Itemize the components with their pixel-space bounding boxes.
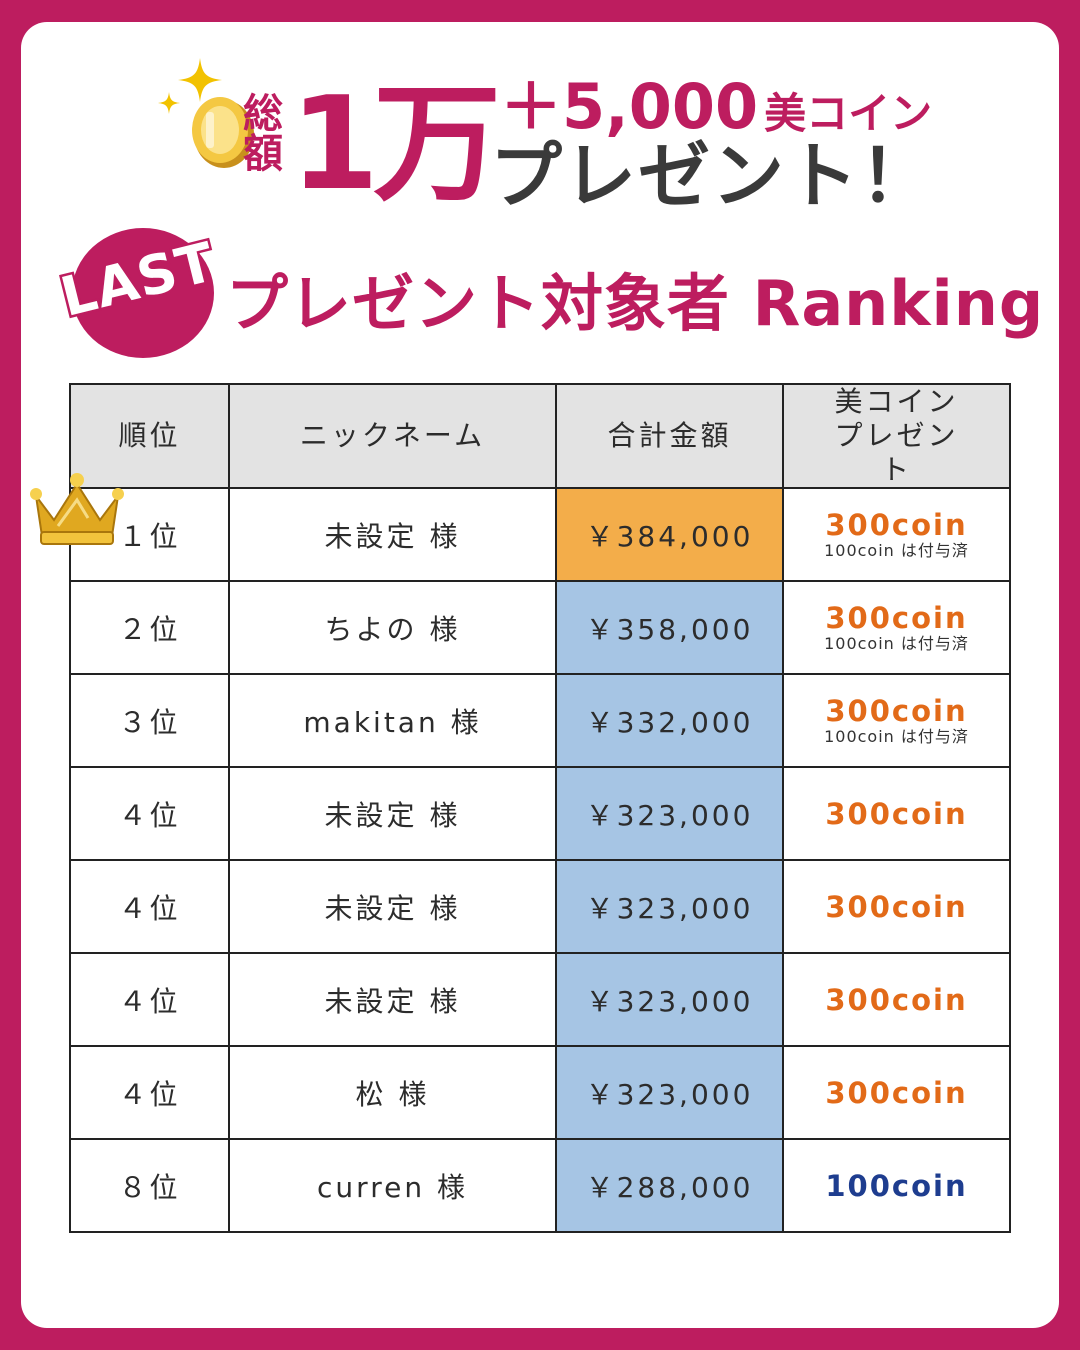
table-row: ４位 未設定 様 ￥323,000 300coin <box>69 952 1011 1047</box>
coin-value: 300coin <box>825 796 968 831</box>
present-text: プレゼント！ <box>490 134 935 218</box>
rank-cell: ２位 <box>69 580 230 675</box>
header-total-amount: 合計金額 <box>555 383 784 489</box>
coin-value: 300coin <box>825 889 968 924</box>
coin-value: 100coin <box>825 1168 968 1203</box>
nickname-cell: ちよの 様 <box>228 580 557 675</box>
coin-note: 100coin は付与済 <box>824 726 969 746</box>
header-coin-present: 美コインプレゼント <box>782 383 1011 489</box>
table-row: ４位 松 様 ￥323,000 300coin <box>69 1045 1011 1140</box>
bonus-amount: ＋5,000 美コイン <box>500 72 932 142</box>
amount-cell: ￥332,000 <box>555 673 784 768</box>
table-row: ８位 curren 様 ￥288,000 100coin <box>69 1138 1011 1233</box>
coin-cell: 300coin <box>782 766 1011 861</box>
coin-cell: 300coin <box>782 1045 1011 1140</box>
rank-cell: ４位 <box>69 952 230 1047</box>
table-row: ３位 makitan 様 ￥332,000 300coin 100coin は付… <box>69 673 1011 768</box>
rank-cell: ４位 <box>69 766 230 861</box>
coin-cell: 300coin <box>782 859 1011 954</box>
nickname-cell: 未設定 様 <box>228 487 557 582</box>
coin-note: 100coin は付与済 <box>824 540 969 560</box>
table-row: ４位 未設定 様 ￥323,000 300coin <box>69 766 1011 861</box>
main-amount: 1万 <box>290 70 501 219</box>
coin-cell: 100coin <box>782 1138 1011 1233</box>
nickname-cell: 未設定 様 <box>228 952 557 1047</box>
rank-cell: ４位 <box>69 859 230 954</box>
amount-cell: ￥384,000 <box>555 487 784 582</box>
amount-cell: ￥323,000 <box>555 952 784 1047</box>
last-badge <box>72 228 214 358</box>
bonus-unit: 美コイン <box>764 89 933 138</box>
sparkle-icon <box>158 92 180 114</box>
header-nickname: ニックネーム <box>228 383 557 489</box>
total-label: 総額 <box>236 92 282 172</box>
nickname-cell: curren 様 <box>228 1138 557 1233</box>
amount-cell: ￥323,000 <box>555 1045 784 1140</box>
nickname-cell: makitan 様 <box>228 673 557 768</box>
ranking-table: 順位 ニックネーム 合計金額 美コインプレゼント １位 未設定 様 ￥384,0… <box>69 383 1011 1233</box>
coin-value: 300coin <box>825 982 968 1017</box>
rank-cell: ３位 <box>69 673 230 768</box>
amount-cell: ￥323,000 <box>555 766 784 861</box>
coin-value: 300coin <box>825 600 968 635</box>
rank-cell: ４位 <box>69 1045 230 1140</box>
coin-value: 300coin <box>825 693 968 728</box>
ranking-title: プレゼント対象者 Ranking <box>226 267 1045 340</box>
table-row: ４位 未設定 様 ￥323,000 300coin <box>69 859 1011 954</box>
nickname-cell: 松 様 <box>228 1045 557 1140</box>
table-header-row: 順位 ニックネーム 合計金額 美コインプレゼント <box>69 383 1011 489</box>
amount-cell: ￥358,000 <box>555 580 784 675</box>
header-rank: 順位 <box>69 383 230 489</box>
table-row: １位 未設定 様 ￥384,000 300coin 100coin は付与済 <box>69 487 1011 582</box>
amount-cell: ￥288,000 <box>555 1138 784 1233</box>
header-coin-present-label: 美コインプレゼント <box>834 385 959 486</box>
coin-cell: 300coin <box>782 952 1011 1047</box>
nickname-cell: 未設定 様 <box>228 859 557 954</box>
amount-cell: ￥323,000 <box>555 859 784 954</box>
table-row: ２位 ちよの 様 ￥358,000 300coin 100coin は付与済 <box>69 580 1011 675</box>
crown-icon <box>30 473 124 545</box>
coin-value: 300coin <box>825 507 968 542</box>
coin-cell: 300coin 100coin は付与済 <box>782 487 1011 582</box>
nickname-cell: 未設定 様 <box>228 766 557 861</box>
rank-cell: ８位 <box>69 1138 230 1233</box>
coin-cell: 300coin 100coin は付与済 <box>782 673 1011 768</box>
bonus-value: ＋5,000 <box>500 70 759 143</box>
coin-note: 100coin は付与済 <box>824 633 969 653</box>
sparkle-icon <box>178 58 222 102</box>
coin-value: 300coin <box>825 1075 968 1110</box>
coin-cell: 300coin 100coin は付与済 <box>782 580 1011 675</box>
gold-coin-icon <box>192 97 254 168</box>
